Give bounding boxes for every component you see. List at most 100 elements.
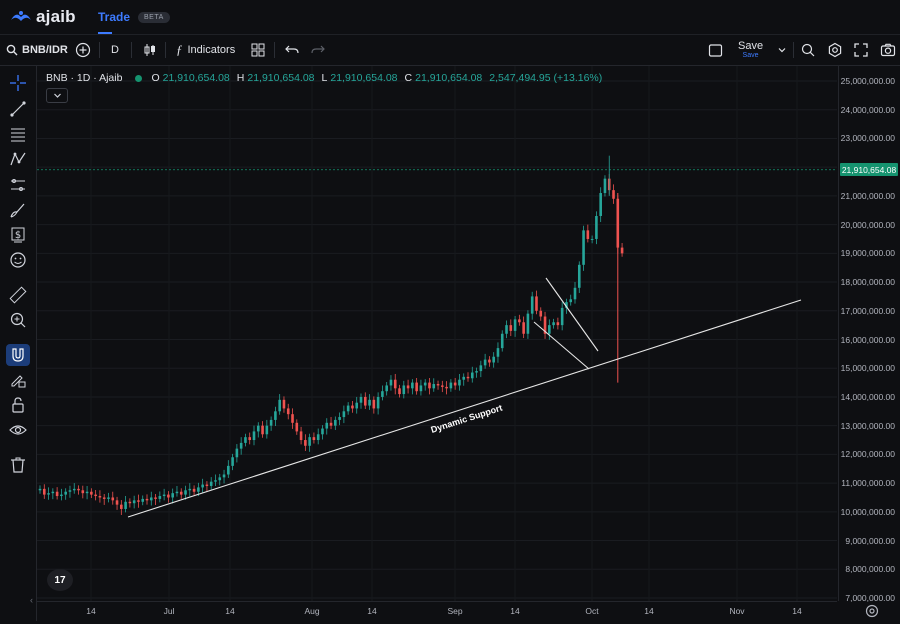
lock-drawings-tool[interactable] <box>6 394 30 416</box>
fib-tool[interactable] <box>6 123 30 145</box>
candle-body <box>393 379 397 389</box>
candle-body <box>132 500 136 504</box>
pattern-tool[interactable] <box>6 148 30 170</box>
emoji-tool[interactable] <box>6 249 30 271</box>
candle-body <box>235 448 239 458</box>
axis-settings-button[interactable] <box>864 603 880 619</box>
top-bar: ajaib Trade BETA <box>0 0 900 35</box>
candle-body <box>569 299 573 303</box>
chart-type-button[interactable] <box>142 35 158 65</box>
save-button[interactable]: Save Save <box>738 35 763 65</box>
redo-button[interactable] <box>311 35 325 65</box>
candle-body <box>81 490 85 494</box>
candle-body <box>552 322 555 326</box>
price-tick-label: 12,000,000.00 <box>840 449 895 460</box>
magnet-tool[interactable] <box>6 344 30 366</box>
add-circle-icon <box>75 42 91 58</box>
candle-body <box>475 371 478 373</box>
candle-body <box>60 494 63 497</box>
legend-low-value: 21,910,654.08 <box>330 72 398 84</box>
candle-body <box>124 501 127 509</box>
snapshot-button[interactable] <box>880 35 896 65</box>
hide-drawings-tool[interactable] <box>6 419 30 441</box>
candle-body <box>338 417 341 420</box>
price-tick-label: 18,000,000.00 <box>840 277 895 288</box>
forecast-tool[interactable] <box>6 174 30 196</box>
candle-body <box>509 325 513 331</box>
save-label: Save <box>738 39 764 52</box>
settings-button[interactable] <box>827 35 843 65</box>
candle-body <box>107 497 110 499</box>
quick-search-button[interactable] <box>800 35 816 65</box>
interval-button[interactable]: D <box>111 35 119 65</box>
price-tick-label: 11,000,000.00 <box>841 478 895 489</box>
candle-body <box>205 484 209 486</box>
text-tool[interactable]: $ <box>6 224 30 246</box>
candle-body <box>351 405 354 409</box>
time-tick-label: Jul <box>163 606 175 616</box>
candle-body <box>145 498 149 501</box>
tab-trade[interactable]: Trade BETA <box>98 0 170 34</box>
indicators-button[interactable]: ƒ Indicators <box>176 35 235 65</box>
tradingview-logo[interactable]: 17 <box>47 569 73 591</box>
magnet-icon <box>12 348 24 362</box>
chevron-down-icon <box>778 48 786 53</box>
stay-drawing-tool[interactable] <box>6 369 30 391</box>
layouts-button[interactable] <box>251 35 265 65</box>
candle-body <box>68 490 72 492</box>
candle-body <box>278 399 281 412</box>
price-tick-label: 17,000,000.00 <box>840 305 895 316</box>
candle-body <box>342 411 346 418</box>
candle-body <box>192 488 196 492</box>
candle-body <box>98 496 102 498</box>
candle-body <box>269 419 273 426</box>
compare-symbol-button[interactable] <box>75 35 91 65</box>
candle-body <box>479 365 483 372</box>
candle-body <box>406 385 410 389</box>
legend-open-value: 21,910,654.08 <box>162 72 230 84</box>
last-price-label: 21,910,654.08 <box>840 163 898 176</box>
legend-close-value: 21,910,654.08 <box>415 72 483 84</box>
candle-body <box>535 296 538 311</box>
candle-body <box>603 178 607 194</box>
price-chart[interactable]: Dynamic Support <box>37 66 837 601</box>
candle-body <box>64 491 67 495</box>
candle-body <box>286 408 290 415</box>
redo-icon <box>311 45 325 54</box>
chevron-down-icon <box>53 93 61 98</box>
legend-close-key: C <box>404 72 413 84</box>
remove-drawings-tool[interactable] <box>6 454 30 476</box>
candle-body <box>248 437 252 441</box>
crosshair-tool[interactable] <box>6 72 30 94</box>
candle-body <box>543 316 547 334</box>
collapse-toolbar-handle[interactable]: ‹ <box>30 595 33 605</box>
tab-active-indicator <box>98 32 112 34</box>
trendline-tool[interactable] <box>6 98 30 120</box>
candle-body <box>500 333 504 349</box>
toolbar-divider <box>165 42 166 58</box>
candle-body <box>295 422 299 432</box>
channel-lower-line <box>533 321 590 370</box>
candle-body <box>227 465 230 475</box>
price-axis[interactable]: 25,000,000.00 24,000,000.00 23,000,000.00 2… <box>838 66 900 603</box>
time-axis[interactable]: 14 Jul 14 Aug 14 Sep 14 Oct 14 Nov 14 <box>37 601 837 622</box>
symbol-search[interactable]: BNB/IDR <box>6 35 68 65</box>
toolbar-divider <box>793 42 794 58</box>
tab-trade-label: Trade <box>98 10 131 24</box>
brush-tool[interactable] <box>6 199 30 221</box>
trendline-icon <box>10 101 26 117</box>
legend-collapse-button[interactable] <box>46 88 68 103</box>
measure-tool[interactable] <box>6 284 30 306</box>
fullscreen-toggle-button[interactable] <box>708 35 723 65</box>
brand-logo[interactable]: ajaib <box>10 7 76 27</box>
brand-name: ajaib <box>36 7 76 26</box>
candle-body <box>141 498 145 502</box>
fullscreen-button[interactable] <box>854 35 868 65</box>
time-tick-label: 14 <box>225 606 235 616</box>
zoom-tool[interactable] <box>6 309 30 331</box>
save-menu-button[interactable] <box>777 35 787 65</box>
toolbar-divider <box>131 42 132 58</box>
trash-icon <box>11 457 25 473</box>
candle-body <box>453 382 457 386</box>
undo-button[interactable] <box>285 35 299 65</box>
